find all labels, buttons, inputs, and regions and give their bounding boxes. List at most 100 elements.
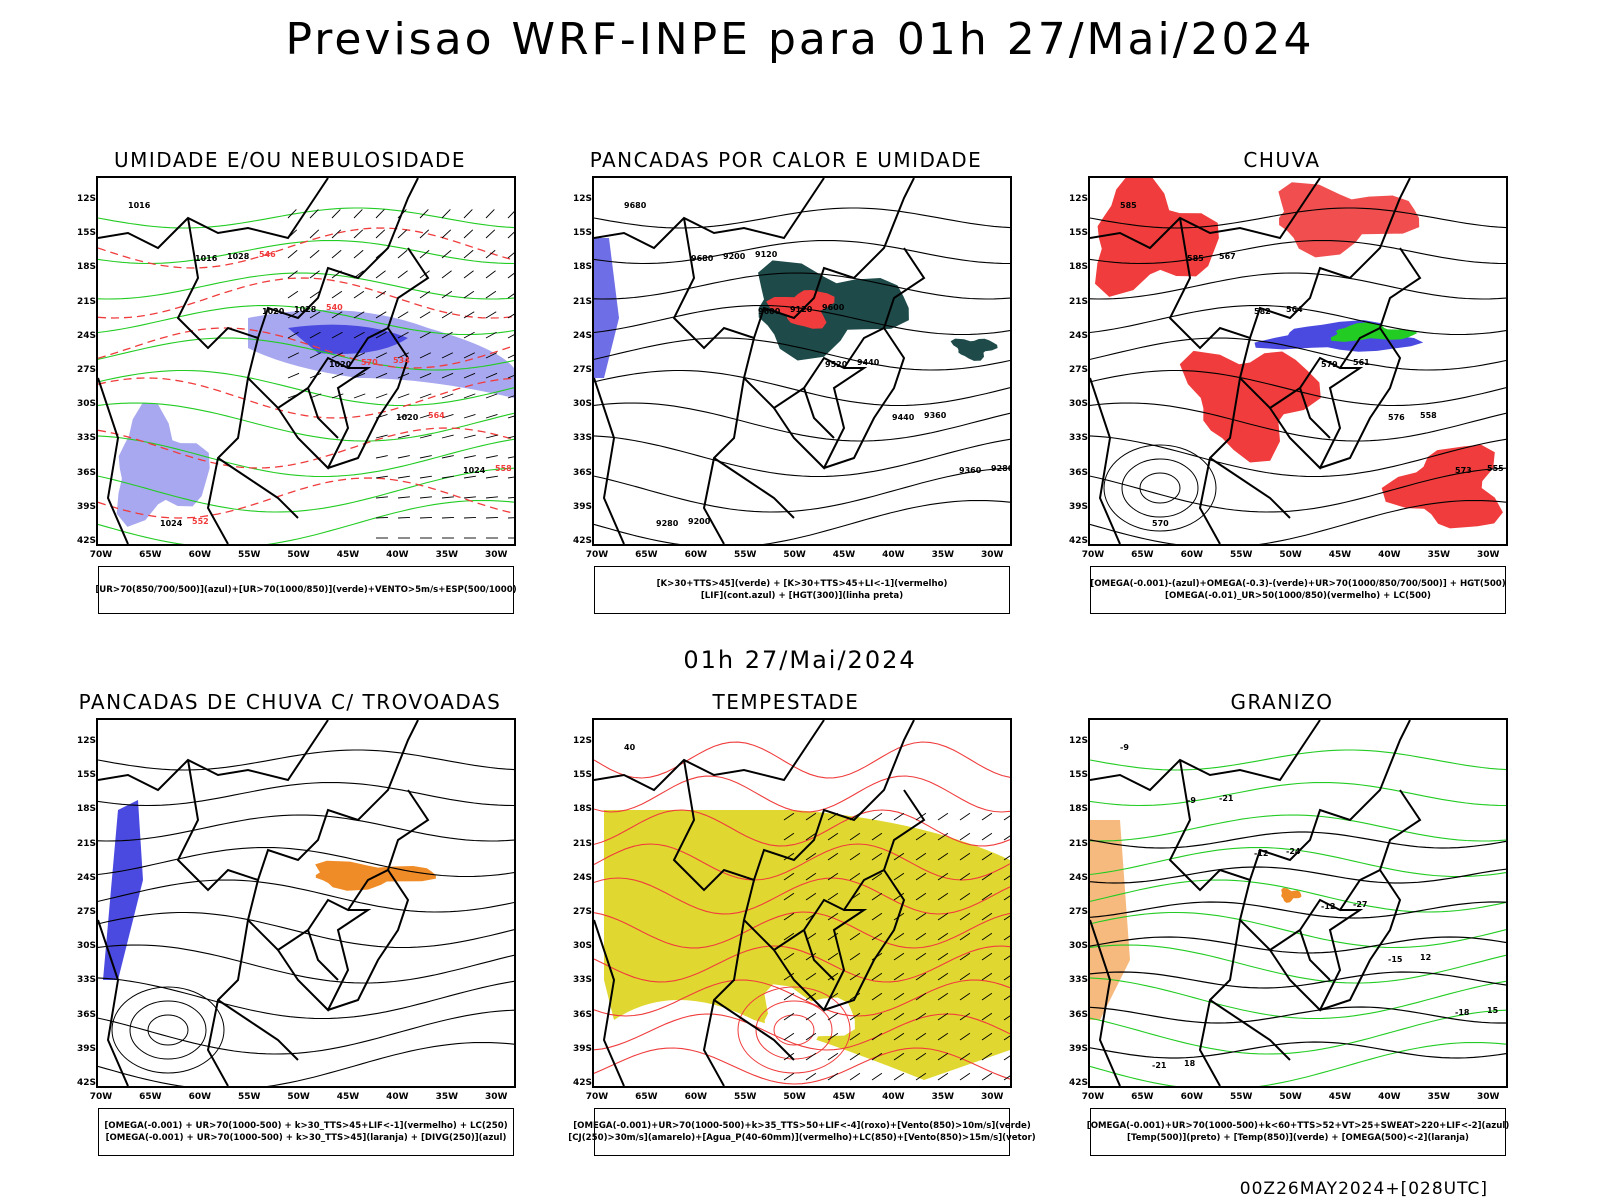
country-border	[327, 869, 410, 1011]
contour-label: 585	[1120, 201, 1137, 210]
wind-vector	[871, 932, 883, 941]
lon-tick-label: 65W	[139, 550, 162, 560]
wind-vector	[871, 1072, 883, 1081]
wind-vector	[893, 852, 905, 861]
wind-vector	[981, 1032, 993, 1041]
lat-tick-label: 33S	[572, 975, 592, 986]
wind-vector	[981, 932, 993, 941]
contour-line	[1090, 911, 1506, 949]
map-panel: CHUVA 585 585 582 579 576 573 570 567 564 561 558 55…	[1062, 148, 1508, 648]
wind-vector	[397, 352, 410, 359]
lat-tick-label: 33S	[1068, 433, 1088, 444]
contour-line	[594, 435, 1010, 478]
wind-vector	[1003, 955, 1010, 961]
lat-tick-label: 21S	[1068, 296, 1088, 307]
contour-line	[1090, 369, 1506, 407]
lat-tick-label: 12S	[76, 194, 96, 204]
wind-vector	[375, 475, 388, 479]
contour-label: 579	[1321, 360, 1338, 369]
lat-tick-label: 15S	[76, 228, 96, 239]
map-panel: PANCADAS DE CHUVA C/ TROVOADAS 12S 15S 18S 2…	[70, 690, 516, 1190]
wind-vector	[419, 516, 433, 519]
wind-vector	[827, 1012, 839, 1021]
contour-label: 1020	[262, 307, 285, 316]
wind-vector	[397, 516, 411, 519]
contour-line	[1090, 814, 1506, 842]
wind-vector	[1003, 1075, 1010, 1081]
contour-line	[594, 741, 1010, 779]
wind-vector	[441, 229, 452, 239]
country-border	[176, 720, 419, 892]
lat-tick-label: 18S	[572, 262, 592, 273]
low-center-contour	[1103, 444, 1217, 532]
map-frame: 1016 1016 1020 1020 1020 1024 1024 1028 1028 570 5…	[96, 176, 516, 546]
wind-vector	[805, 1012, 817, 1021]
wind-vector	[441, 311, 453, 319]
convection-field	[950, 338, 998, 361]
wind-vector	[981, 952, 993, 961]
wind-vector	[397, 434, 410, 439]
contour-label: 1024	[463, 466, 486, 475]
wind-vector	[981, 832, 993, 841]
wind-vector	[375, 352, 388, 359]
country-border	[773, 367, 868, 470]
lon-tick-label: 30W	[980, 1092, 1004, 1102]
contour-label: -15	[1388, 955, 1403, 964]
temp500-contour	[1090, 971, 1506, 989]
thickness-contour	[98, 377, 514, 419]
contour-label: 9600	[758, 307, 781, 316]
hail-area	[1281, 887, 1302, 903]
wind-vector	[397, 496, 410, 499]
wind-vector	[441, 352, 454, 359]
wind-vector	[507, 231, 514, 239]
wind-vector	[463, 455, 476, 459]
wind-vector	[981, 972, 993, 981]
lat-tick-label: 24S	[76, 872, 96, 883]
wind-vector	[397, 414, 410, 419]
wind-vector	[849, 1052, 861, 1061]
wind-vector	[937, 1072, 949, 1081]
wind-vector	[937, 812, 949, 821]
contour-line	[594, 1013, 1010, 1051]
lat-tick-label: 15S	[572, 228, 592, 239]
wind-vector	[375, 331, 387, 339]
wind-vector	[937, 832, 949, 841]
contour-label: 576	[1388, 413, 1405, 422]
wind-vector	[441, 372, 454, 379]
contour-label: 558	[495, 464, 512, 473]
wind-vector	[893, 932, 905, 941]
lon-tick-label: 50W	[1279, 1092, 1302, 1102]
wind-vector	[871, 992, 883, 1001]
wind-vector	[871, 832, 883, 841]
panel-legend: [UR>70(850/700/500)](azul)+[UR>70(1000/8…	[95, 566, 517, 614]
lon-tick-label: 70W	[1081, 1092, 1105, 1102]
contour-line	[594, 304, 1010, 336]
temp500-contour	[1090, 1006, 1506, 1024]
panel-title: TEMPESTADE	[712, 690, 860, 714]
lat-tick-label: 27S	[76, 365, 96, 375]
wind-vector	[1003, 835, 1010, 841]
map-canvas: 9680 9680 9600 9520 9440 9360 9280 9200 9120 9440…	[594, 178, 1010, 544]
panel-title: UMIDADE E/OU NEBULOSIDADE	[113, 148, 467, 172]
map-panel: TEMPESTADE 40 12S 15S 18S 21S 24S 27S 30S 33S 36S 3…	[566, 690, 1036, 1190]
contour-line	[594, 402, 1010, 442]
wind-vector	[959, 912, 971, 921]
wind-vector	[419, 414, 432, 419]
wind-vector	[981, 992, 993, 1001]
contour-label: 555	[1487, 464, 1504, 473]
contour-line	[98, 467, 514, 513]
wind-vector	[915, 872, 927, 881]
wind-vector	[507, 496, 514, 499]
wind-vector	[353, 209, 363, 219]
wind-vector	[915, 912, 927, 921]
lat-tick-label: 39S	[1068, 501, 1088, 512]
wind-vector	[915, 932, 927, 941]
wind-vector	[871, 872, 883, 881]
contour-label: 552	[192, 517, 209, 526]
wind-vector	[507, 272, 514, 279]
low-center-contour	[1121, 458, 1199, 518]
wind-vector	[1003, 1035, 1010, 1041]
lat-tick-label: 15S	[572, 770, 592, 781]
country-border	[98, 377, 129, 544]
wind-vector	[287, 270, 298, 279]
